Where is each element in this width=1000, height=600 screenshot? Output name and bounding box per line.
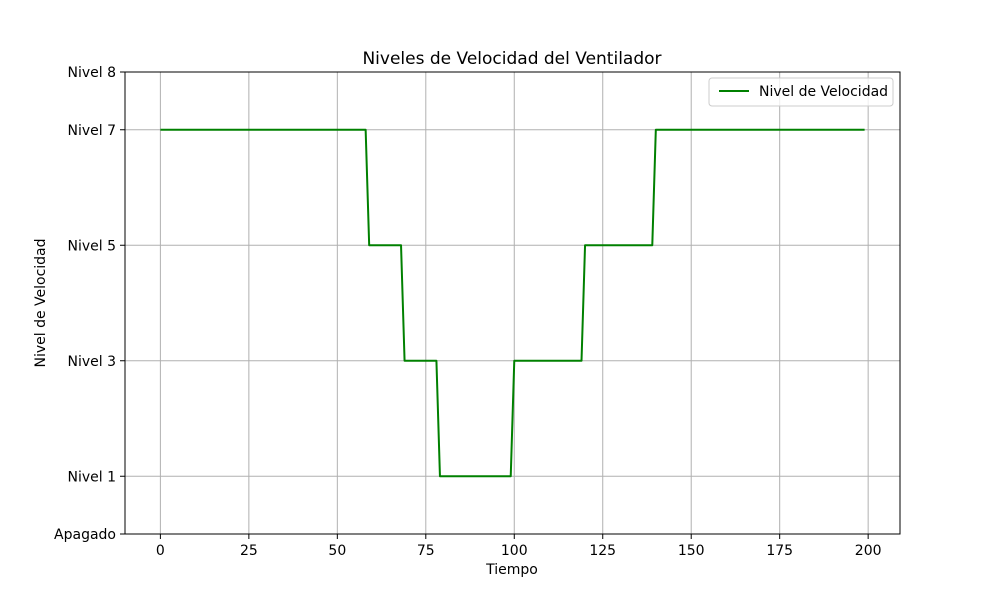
x-tick-label: 50 — [328, 543, 346, 559]
legend-box — [708, 77, 894, 107]
y-tick-label: Nivel 8 — [67, 65, 116, 81]
y-axis-label: Nivel de Velocidad — [33, 238, 49, 367]
x-tick-label: 125 — [589, 543, 616, 559]
y-tick-label: Nivel 5 — [67, 238, 116, 254]
y-tick-label: Nivel 7 — [67, 123, 116, 139]
y-tick-label: Nivel 3 — [67, 354, 116, 370]
x-tick-label: 75 — [417, 543, 435, 559]
x-tick-label: 25 — [240, 543, 258, 559]
plot-frame — [124, 71, 901, 535]
series-layer — [160, 128, 865, 478]
y-tick-label: Apagado — [54, 527, 116, 543]
legend: Nivel de Velocidad — [708, 77, 894, 107]
x-tick-label: 0 — [156, 543, 165, 559]
axis-ticks: 0 25 50 75 100 125 150 175 200 Apagado Nivel 1 Nive… — [54, 65, 881, 559]
legend-label: Nivel de Velocidad — [759, 84, 888, 100]
x-tick-label: 200 — [855, 543, 882, 559]
x-tick-label: 100 — [501, 543, 528, 559]
series-line — [160, 128, 865, 478]
x-tick-label: 175 — [766, 543, 793, 559]
y-tick-label: Nivel 1 — [67, 469, 116, 485]
x-tick-label: 150 — [678, 543, 705, 559]
chart-title: Niveles de Velocidad del Ventilador — [362, 49, 661, 69]
x-axis-label: Tiempo — [485, 562, 538, 578]
